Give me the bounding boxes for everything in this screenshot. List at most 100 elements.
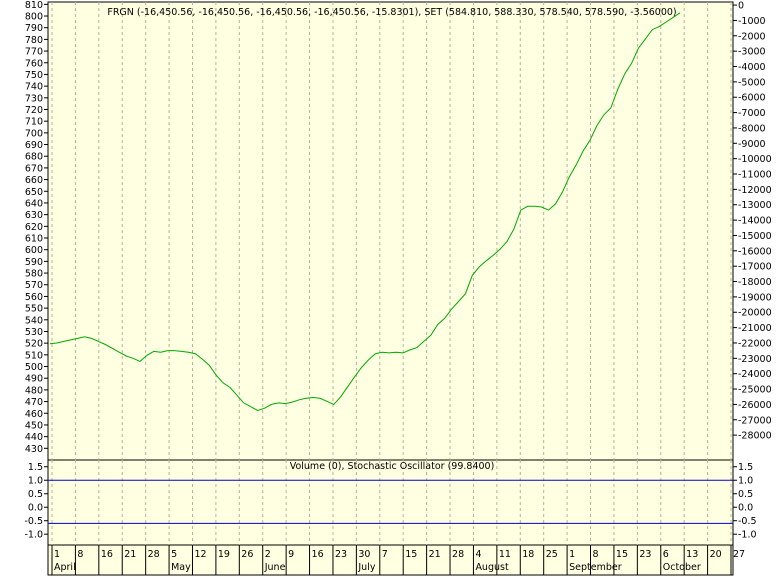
right-axis-tick-label: -6000 (738, 93, 766, 104)
date-tick-label: 18 (522, 549, 534, 560)
oscillator-left-tick-label: 1.0 (28, 476, 43, 487)
date-tick-label: 23 (335, 549, 347, 560)
left-axis-tick-label: 490 (25, 374, 43, 385)
date-tick-label: 1 (54, 549, 60, 560)
date-tick-label: 15 (616, 549, 628, 560)
date-tick-label: 7 (382, 549, 388, 560)
right-axis-tick-label: -18000 (738, 277, 772, 288)
right-axis-tick-label: -19000 (738, 292, 772, 303)
left-axis-tick-label: 670 (25, 163, 43, 174)
right-axis-tick-label: -7000 (738, 108, 766, 119)
date-tick-label: 11 (499, 549, 511, 560)
oscillator-left-tick-label: -0.5 (24, 516, 43, 527)
month-label: September (569, 562, 622, 573)
oscillator-left-tick-label: 0.0 (28, 503, 43, 514)
left-axis-tick-label: 700 (25, 128, 43, 139)
right-axis-tick-label: -26000 (738, 400, 772, 411)
left-axis-tick-label: 430 (25, 444, 43, 455)
date-tick-label: 6 (663, 549, 669, 560)
left-axis-tick-label: 610 (25, 234, 43, 245)
month-label: October (663, 562, 701, 573)
month-label: August (475, 562, 509, 573)
date-tick-label: 21 (124, 549, 136, 560)
date-tick-label: 28 (148, 549, 160, 560)
oscillator-right-tick-label: -1.0 (738, 530, 757, 541)
right-axis-tick-label: -12000 (738, 185, 772, 196)
date-tick-label: 16 (101, 549, 113, 560)
left-axis-tick-label: 720 (25, 105, 43, 116)
oscillator-right-tick-label: 1.0 (738, 476, 753, 487)
left-axis-tick-label: 730 (25, 93, 43, 104)
oscillator-right-tick-label: -0.5 (738, 516, 757, 527)
left-axis-tick-label: 570 (25, 280, 43, 291)
right-axis-tick-label: -8000 (738, 123, 766, 134)
right-axis-tick-label: -17000 (738, 262, 772, 273)
right-axis-tick-label: -1000 (738, 16, 766, 27)
oscillator-right-tick-label: 0.0 (738, 503, 753, 514)
right-axis-tick-label: -16000 (738, 246, 772, 257)
date-tick-label: 4 (475, 549, 481, 560)
date-tick-label: 23 (639, 549, 651, 560)
date-tick-label: 9 (288, 549, 294, 560)
oscillator-left-tick-label: 0.5 (28, 489, 43, 500)
left-axis-tick-label: 580 (25, 269, 43, 280)
month-label: July (357, 562, 375, 573)
date-tick-label: 28 (452, 549, 464, 560)
right-axis-tick-label: -4000 (738, 62, 766, 73)
oscillator-right-tick-label: 0.5 (738, 489, 753, 500)
left-axis-tick-label: 520 (25, 339, 43, 350)
oscillator-right-tick-label: 1.5 (738, 462, 753, 473)
right-axis-tick-label: -5000 (738, 77, 766, 88)
right-axis-tick-label: -27000 (738, 415, 772, 426)
oscillator-left-tick-label: -1.0 (24, 530, 43, 541)
right-axis-tick-label: -11000 (738, 170, 772, 181)
date-tick-label: 25 (546, 549, 558, 560)
oscillator-panel (47, 459, 734, 546)
left-axis-tick-label: 790 (25, 23, 43, 34)
left-axis-tick-label: 640 (25, 198, 43, 209)
left-axis-tick-label: 620 (25, 222, 43, 233)
left-axis-tick-label: 450 (25, 420, 43, 431)
date-tick-label: 1 (569, 549, 575, 560)
date-tick-label: 19 (218, 549, 230, 560)
vertical-gridlines (51, 2, 732, 545)
right-axis-tick-label: -10000 (738, 154, 772, 165)
date-tick-label: 30 (358, 549, 370, 560)
main-chart-title: FRGN (-16,450.56, -16,450.56, -16,450.56… (107, 7, 676, 18)
right-axis-tick-label: -24000 (738, 369, 772, 380)
left-axis-tick-label: 440 (25, 432, 43, 443)
right-axis-tick-label: -21000 (738, 323, 772, 334)
right-axis-tick-label: -9000 (738, 139, 766, 150)
left-axis-tick-label: 780 (25, 35, 43, 46)
left-axis-tick-label: 800 (25, 12, 43, 23)
right-axis-ticks: 0 -1000 -2000 -3000 -4000 -5000 -6000 -7000 -800… (733, 1, 772, 442)
date-tick-label: 20 (710, 549, 722, 560)
series-lines (49, 12, 681, 412)
left-axis-tick-label: 680 (25, 152, 43, 163)
left-axis-tick-label: 810 (25, 0, 43, 11)
left-axis-tick-label: 660 (25, 175, 43, 186)
right-axis-tick-label: 0 (738, 1, 744, 12)
right-axis-tick-label: -15000 (738, 231, 772, 242)
month-label: June (264, 562, 286, 573)
date-tick-label: 16 (312, 549, 324, 560)
left-axis-tick-label: 560 (25, 292, 43, 303)
month-label: April (54, 562, 76, 573)
left-axis-tick-label: 630 (25, 210, 43, 221)
left-axis-ticks: 8108007907807707607507407307207107006906… (25, 0, 48, 455)
right-axis-tick-label: -14000 (738, 216, 772, 227)
left-axis-tick-label: 590 (25, 257, 43, 268)
date-tick-label: 2 (265, 549, 271, 560)
date-tick-label: 27 (733, 549, 745, 560)
left-axis-tick-label: 530 (25, 327, 43, 338)
left-axis-tick-label: 710 (25, 117, 43, 128)
right-axis-tick-label: -28000 (738, 431, 772, 442)
right-axis-tick-label: -25000 (738, 385, 772, 396)
right-axis-tick-label: -2000 (738, 31, 766, 42)
left-axis-tick-label: 550 (25, 304, 43, 315)
date-axis-labels: 1 8 16 21 28 5 12 19 26 2 9 16 23 30 7 15 21 28 4 11 18 25 1 8 1… (51, 545, 745, 575)
left-axis-tick-label: 650 (25, 187, 43, 198)
left-axis-tick-label: 690 (25, 140, 43, 151)
frgn-series-line (49, 12, 681, 412)
